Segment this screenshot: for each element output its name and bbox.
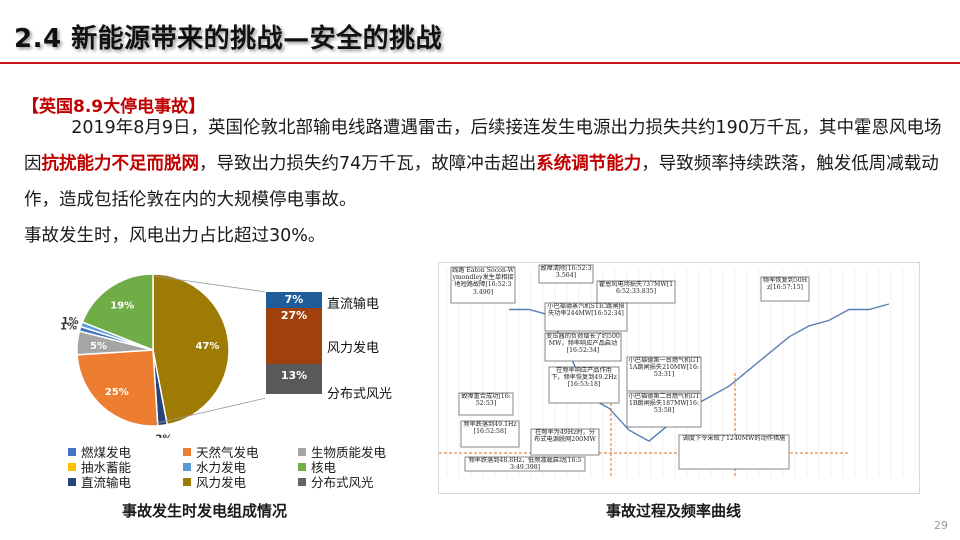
generation-pie-chart: 47% 2% 25% 5% 1%1% 19% xyxy=(60,273,265,438)
legend-item: 生物质能发电 xyxy=(298,442,386,461)
paragraph-2: 事故发生时，风电出力占比超过30%。 xyxy=(24,226,326,246)
annotation-text: 频率恢复到50Hz[16:57:15] xyxy=(762,277,808,292)
slide-title: 2.4 新能源带来的挑战—安全的挑战 xyxy=(14,24,443,54)
annotation-box: 故障清除[16:52:33.564] xyxy=(538,264,594,284)
title-divider xyxy=(0,62,960,64)
p1-text-c: ，导致频率持续跌落，触发低周减载动作，造成包括伦敦在内的大规模停电事故。 xyxy=(24,154,939,210)
connector-line xyxy=(152,397,265,425)
annotation-text: 频率跌落到49.1Hz[16:52:58] xyxy=(463,421,517,436)
annotation-box: 小巴福德蒸汽机STIC跳闸损失功率244MW[16:52:34] xyxy=(544,302,628,332)
legend-label: 分布式风光 xyxy=(311,475,374,490)
legend-label: 抽水蓄能 xyxy=(81,460,132,475)
legend-item: 天然气发电 xyxy=(183,442,259,461)
p1-text-b: ，导致出力损失约74万千瓦，故障冲击超出 xyxy=(199,154,537,174)
paragraph-1: 2019年8月9日，英国伦敦北部输电线路遭遇雷击，后续接连发生电源出力损失共约1… xyxy=(24,110,944,218)
annotation-box: 线路 Eaton Socon-Wymondley发生单相接地短路故障[16:52… xyxy=(450,266,516,304)
annotation-box: 霍恩风电场损失737MW[16:52:33.835] xyxy=(596,280,676,304)
annotation-text: 故障重合成功[16:52:53] xyxy=(461,393,511,408)
legend-label: 风力发电 xyxy=(196,475,247,490)
pie-caption: 事故发生时发电组成情况 xyxy=(122,502,288,520)
breakout-bar: 7% 27% 13% xyxy=(266,292,322,394)
annotation-box: 频率跌落到49.1Hz[16:52:58] xyxy=(460,420,520,448)
legend-label: 水力发电 xyxy=(196,460,247,475)
annotation-text: 线路 Eaton Socon-Wymondley发生单相接地短路故障[16:52… xyxy=(452,267,514,296)
annotation-text: 故障清除[16:52:33.564] xyxy=(540,265,592,280)
annotation-text: 调度下令采取了1240MW的动作措施 xyxy=(682,435,786,442)
annotation-box: 变压器的负荷增长了约500MW，频率响应产品启动[16:52:34] xyxy=(544,332,622,362)
legend-label: 天然气发电 xyxy=(196,445,259,460)
annotation-text: 小巴福德蒸汽机STIC跳闸损失功率244MW[16:52:34] xyxy=(547,303,625,318)
pie-data-label: 1% xyxy=(62,316,79,327)
legend-item: 燃煤发电 xyxy=(68,442,131,461)
pie-slice xyxy=(81,273,154,352)
p1-highlight-1: 抗扰能力不足而脱网 xyxy=(41,154,200,174)
page-number: 29 xyxy=(934,519,948,532)
bar-label-dc: 直流输电 xyxy=(327,297,380,312)
pie-data-label: 19% xyxy=(110,301,134,312)
bar-label-wind: 风力发电 xyxy=(327,341,380,356)
annotation-text: 在频率响应产品作用下，频率恢复到49.2Hz[16:53:18] xyxy=(551,367,617,389)
annotation-text: 霍恩风电场损失737MW[16:52:33.835] xyxy=(598,281,674,296)
connector-line xyxy=(152,275,265,293)
annotation-box: 故障重合成功[16:52:53] xyxy=(458,392,514,416)
annotation-box: 频率恢复到50Hz[16:57:15] xyxy=(760,276,810,302)
legend-label: 直流输电 xyxy=(81,475,132,490)
legend-label: 燃煤发电 xyxy=(81,445,132,460)
bar-label-distributed: 分布式风光 xyxy=(327,387,393,402)
annotation-box: 在频率为49Hz时，分布式电源脱网200MW xyxy=(530,428,600,456)
legend-item: 核电 xyxy=(298,457,336,476)
frequency-chart-panel: 线路 Eaton Socon-Wymondley发生单相接地短路故障[16:52… xyxy=(438,262,920,494)
p1-highlight-2: 系统调节能力 xyxy=(536,154,642,174)
annotation-box: 在频率响应产品作用下，频率恢复到49.2Hz[16:53:18] xyxy=(548,366,620,404)
annotation-box: 小巴福德第一台燃气机GT1A跳闸损失210MW[16:53:31] xyxy=(626,356,702,392)
pie-data-label: 2% xyxy=(156,433,173,438)
pie-data-label: 25% xyxy=(105,387,129,398)
event-heading: 【英国8.9大停电事故】 xyxy=(22,97,206,117)
legend-label: 核电 xyxy=(311,460,337,475)
annotation-text: 频率跌落到48.8Hz，低频减载启动[16:53:49.398] xyxy=(468,457,582,471)
pie-slice xyxy=(76,349,159,427)
annotation-text: 在频率为49Hz时，分布式电源脱网200MW xyxy=(534,429,596,444)
frequency-caption: 事故过程及频率曲线 xyxy=(606,502,742,520)
annotation-text: 小巴福德第一台燃气机GT1A跳闸损失210MW[16:53:31] xyxy=(628,357,700,379)
legend-item: 直流输电 xyxy=(68,472,131,491)
legend-item: 水力发电 xyxy=(183,457,246,476)
legend-item: 抽水蓄能 xyxy=(68,457,131,476)
frequency-chart: 线路 Eaton Socon-Wymondley发生单相接地短路故障[16:52… xyxy=(439,264,916,477)
body-text: 2019年8月9日，英国伦敦北部输电线路遭遇雷击，后续接连发生电源出力损失共约1… xyxy=(24,110,944,254)
annotation-text: 变压器的负荷增长了约500MW，频率响应产品启动[16:52:34] xyxy=(546,333,620,355)
annotation-text: 小巴福德第二台燃气机GT1B跳闸损失187MW[16:53:58] xyxy=(628,393,700,415)
bar-segment-dc: 7% xyxy=(266,292,322,308)
legend-item: 风力发电 xyxy=(183,472,246,491)
pie-data-label: 5% xyxy=(90,341,107,352)
p1-text: 2019年8月9日，英国伦敦北部输电线路遭遇雷击，后续接连发生电源出力损失共约1… xyxy=(24,118,942,174)
bar-segment-distributed: 13% xyxy=(266,364,322,394)
annotation-box: 频率跌落到48.8Hz，低频减载启动[16:53:49.398] xyxy=(464,456,586,472)
pie-data-label: 1% xyxy=(60,321,77,332)
legend-label: 生物质能发电 xyxy=(311,445,387,460)
annotation-box: 小巴福德第二台燃气机GT1B跳闸损失187MW[16:53:58] xyxy=(626,392,702,428)
pie-data-label: 47% xyxy=(196,341,220,352)
legend-item: 分布式风光 xyxy=(298,472,374,491)
bar-segment-wind: 27% xyxy=(266,308,322,364)
annotation-box: 调度下令采取了1240MW的动作措施 xyxy=(678,434,790,470)
